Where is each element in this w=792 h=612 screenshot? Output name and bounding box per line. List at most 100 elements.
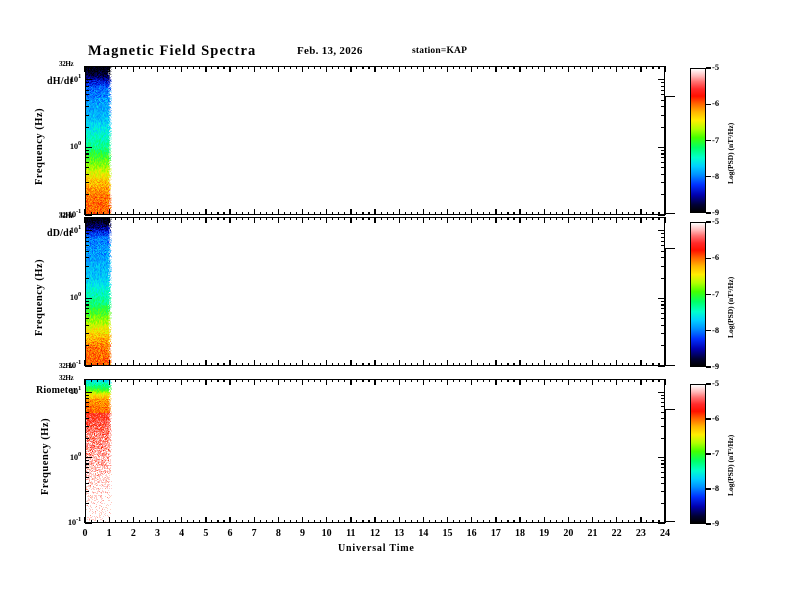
x-minor-tick: [235, 212, 237, 215]
x-major-tick: [446, 360, 449, 366]
colorbar-tick-label: -5: [712, 216, 720, 226]
y-tick-label: 10-1: [67, 359, 81, 370]
x-minor-tick: [332, 363, 334, 366]
y-minor-tick: [85, 483, 89, 485]
x-minor-tick: [90, 217, 92, 220]
y-minor-tick: [661, 182, 665, 184]
y-minor-tick: [85, 194, 89, 196]
x-minor-tick: [585, 363, 588, 366]
x-major-tick: [301, 517, 304, 523]
x-minor-tick: [120, 379, 122, 382]
x-minor-tick: [362, 212, 364, 215]
x-major-tick: [543, 360, 545, 366]
x-minor-tick: [386, 212, 388, 215]
x-major-tick: [664, 66, 666, 72]
x-minor-tick: [549, 520, 551, 523]
x-major-tick: [471, 360, 473, 366]
x-minor-tick: [622, 212, 624, 215]
x-minor-tick: [247, 379, 249, 382]
x-tick-label: 6: [227, 528, 233, 539]
x-major-tick: [616, 517, 618, 523]
x-minor-tick: [114, 212, 116, 215]
x-minor-tick: [507, 520, 509, 523]
x-major-tick: [132, 360, 135, 366]
x-minor-tick: [634, 212, 636, 215]
sample-rate-top-1: 32Hz: [59, 212, 74, 220]
x-minor-tick: [187, 363, 189, 366]
spectrogram-image: [86, 380, 112, 522]
x-minor-tick: [579, 379, 581, 382]
y-minor-tick: [661, 82, 665, 84]
x-minor-tick: [628, 379, 630, 382]
x-major-tick: [398, 217, 400, 223]
y-minor-tick: [661, 308, 665, 310]
x-minor-tick: [289, 212, 291, 215]
y-major-tick: [658, 522, 665, 524]
x-minor-tick: [622, 66, 624, 69]
y-minor-tick: [661, 417, 665, 419]
x-minor-tick: [138, 217, 140, 220]
y-axis-title-1: Frequency (Hz): [34, 258, 45, 336]
y-minor-tick: [85, 167, 89, 169]
x-minor-tick: [295, 217, 298, 220]
x-minor-tick: [120, 212, 122, 215]
x-minor-tick: [380, 217, 382, 220]
x-minor-tick: [555, 212, 557, 215]
x-minor-tick: [144, 66, 146, 69]
x-minor-tick: [163, 379, 165, 382]
x-major-tick: [229, 66, 231, 72]
x-minor-tick: [217, 379, 219, 382]
x-major-tick: [132, 66, 135, 72]
x-major-tick: [664, 217, 666, 223]
x-minor-tick: [96, 363, 98, 366]
x-minor-tick: [453, 520, 455, 523]
x-minor-tick: [259, 66, 261, 69]
x-minor-tick: [525, 212, 527, 215]
x-tick-label: 13: [394, 528, 405, 539]
x-minor-tick: [392, 363, 394, 366]
x-minor-tick: [90, 520, 92, 523]
x-minor-tick: [453, 217, 455, 220]
x-minor-tick: [428, 379, 430, 382]
x-tick-label: 1: [106, 528, 112, 539]
x-tick-label: 5: [203, 528, 209, 539]
x-minor-tick: [652, 217, 654, 220]
x-major-tick: [471, 209, 473, 215]
x-minor-tick: [410, 66, 412, 69]
x-minor-tick: [169, 363, 171, 366]
x-major-tick: [301, 360, 304, 366]
x-major-tick: [181, 360, 183, 366]
x-tick-label: 18: [515, 528, 525, 539]
x-minor-tick: [150, 520, 153, 523]
colorbar: [690, 68, 706, 213]
y-minor-tick: [85, 345, 89, 347]
x-minor-tick: [573, 379, 575, 382]
x-major-tick: [519, 379, 521, 385]
y-minor-tick: [661, 502, 665, 504]
x-minor-tick: [483, 212, 485, 215]
x-minor-tick: [628, 520, 630, 523]
x-tick-label: 22: [611, 528, 622, 539]
y-minor-tick: [85, 425, 89, 428]
x-minor-tick: [169, 217, 171, 220]
x-major-tick: [84, 379, 86, 385]
x-major-tick: [181, 379, 183, 385]
y-minor-tick: [661, 161, 665, 163]
x-minor-tick: [211, 212, 213, 215]
x-minor-tick: [477, 212, 479, 215]
x-minor-tick: [314, 379, 316, 382]
colorbar-tick-label: -9: [712, 361, 720, 371]
x-minor-tick: [96, 520, 98, 523]
x-minor-tick: [193, 217, 195, 220]
y-minor-tick: [85, 240, 89, 242]
x-minor-tick: [440, 66, 443, 69]
x-major-tick: [205, 517, 207, 523]
x-minor-tick: [465, 66, 467, 69]
x-minor-tick: [561, 212, 563, 215]
x-major-tick: [156, 66, 159, 72]
y-minor-tick: [661, 460, 665, 462]
x-minor-tick: [579, 520, 581, 523]
x-minor-tick: [658, 66, 660, 69]
x-minor-tick: [573, 66, 575, 69]
x-minor-tick: [320, 363, 322, 366]
